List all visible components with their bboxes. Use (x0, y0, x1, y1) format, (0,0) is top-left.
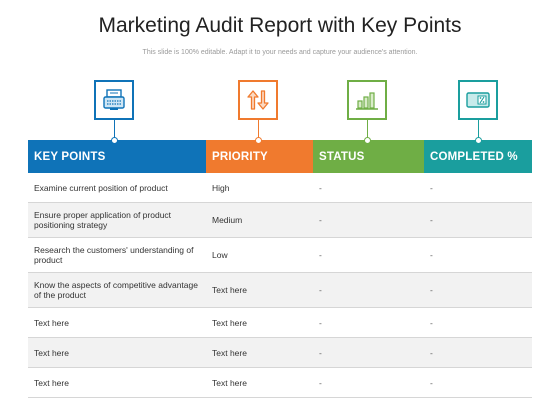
table-row: Research the customers' understanding of… (28, 238, 532, 273)
priority-cell: Low (212, 250, 228, 260)
priority-cell: Text here (212, 317, 247, 328)
status-cell: - (319, 250, 322, 260)
key-point-cell: Text here (34, 347, 69, 358)
completed-cell: - (430, 285, 433, 295)
typewriter-icon (103, 89, 125, 110)
table-row: Text here Text here - - (28, 368, 532, 398)
table-row: Examine current position of product High… (28, 173, 532, 203)
status-cell: - (319, 182, 322, 193)
priority-cell: Text here (212, 347, 247, 358)
status-cell: - (319, 215, 322, 225)
connector-dot (364, 137, 371, 144)
completed-cell: - (430, 182, 433, 193)
header-priority: PRIORITY (206, 140, 313, 173)
key-point-cell: Examine current position of product (34, 182, 168, 193)
status-cell: - (319, 347, 322, 358)
connector-dot (475, 137, 482, 144)
status-cell: - (319, 285, 322, 295)
priority-cell: Text here (212, 377, 247, 388)
key-point-cell: Text here (34, 317, 69, 328)
key-point-cell: Ensure proper application of product pos… (34, 210, 172, 230)
connector-line (258, 120, 259, 140)
key-point-cell: Know the aspects of competitive advantag… (34, 280, 198, 300)
priority-cell: High (212, 182, 230, 193)
page-title: Marketing Audit Report with Key Points (98, 14, 462, 37)
percent-card-icon (466, 92, 490, 108)
connector-dot (255, 137, 262, 144)
connector-line (478, 120, 479, 140)
completed-cell: - (430, 215, 433, 225)
completed-cell: - (430, 317, 433, 328)
connector-line (367, 120, 368, 140)
page-subtitle: This slide is 100% editable. Adapt it to… (142, 49, 418, 56)
icon-box-key-points (94, 80, 134, 120)
connector-line (114, 120, 115, 140)
icon-box-completed (458, 80, 498, 120)
completed-cell: - (430, 250, 433, 260)
table-row: Know the aspects of competitive advantag… (28, 273, 532, 308)
table-body: Examine current position of product High… (28, 173, 532, 398)
completed-cell: - (430, 377, 433, 388)
table-header: KEY POINTS PRIORITY STATUS COMPLETED % (28, 140, 532, 173)
completed-cell: - (430, 347, 433, 358)
table-row: Text here Text here - - (28, 338, 532, 368)
connector-dot (111, 137, 118, 144)
header-key-points: KEY POINTS (28, 140, 206, 173)
table-row: Ensure proper application of product pos… (28, 203, 532, 238)
table-row: Text here Text here - - (28, 308, 532, 338)
header-completed: COMPLETED % (424, 140, 532, 173)
key-point-cell: Text here (34, 377, 69, 388)
bar-chart-icon (356, 92, 378, 110)
priority-cell: Medium (212, 215, 243, 225)
sort-arrows-icon (247, 90, 269, 110)
status-cell: - (319, 317, 322, 328)
status-cell: - (319, 377, 322, 388)
key-point-cell: Research the customers' understanding of… (34, 245, 194, 265)
icon-box-priority (238, 80, 278, 120)
header-status: STATUS (313, 140, 424, 173)
priority-cell: Text here (212, 285, 247, 295)
icon-box-status (347, 80, 387, 120)
